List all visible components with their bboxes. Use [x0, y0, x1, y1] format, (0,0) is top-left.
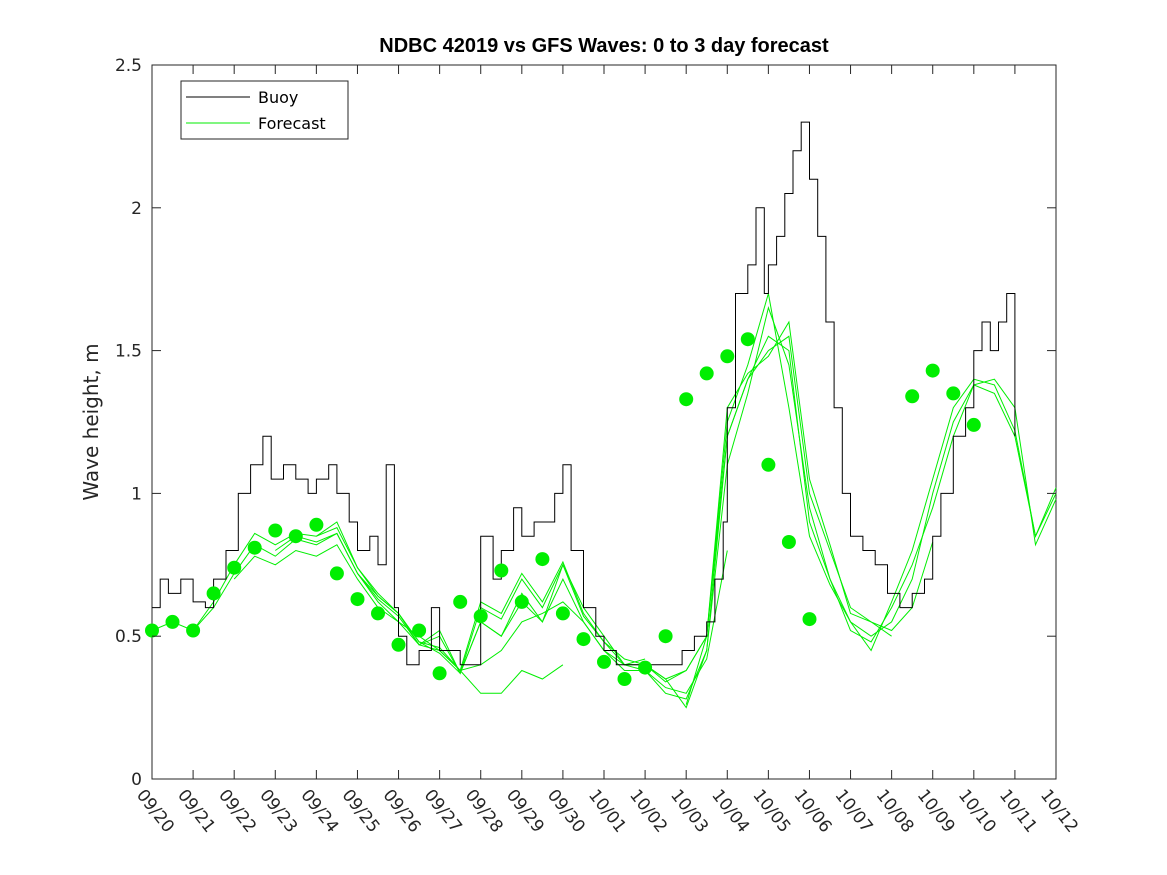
forecast-marker — [186, 623, 201, 638]
forecast-marker — [946, 386, 961, 401]
forecast-marker — [145, 623, 159, 638]
forecast-marker — [966, 417, 981, 432]
forecast-marker — [699, 366, 714, 381]
y-tick-label: 0 — [131, 770, 142, 790]
y-tick-label: 2 — [131, 199, 142, 219]
forecast-marker — [576, 632, 591, 647]
forecast-marker — [802, 612, 817, 627]
forecast-marker — [288, 529, 303, 544]
forecast-marker — [535, 552, 550, 567]
forecast-run-8 — [644, 306, 1057, 709]
forecast-marker — [453, 594, 468, 609]
forecast-marker — [371, 606, 385, 621]
forecast-marker — [514, 594, 529, 609]
forecast-marker — [905, 389, 920, 404]
y-axis-label: Wave height, m — [79, 343, 103, 500]
forecast-marker — [720, 349, 735, 364]
forecast-marker — [638, 660, 653, 675]
forecast-marker — [329, 566, 344, 581]
forecast-run-9 — [685, 293, 1057, 705]
forecast-marker — [740, 332, 755, 347]
legend-box — [180, 80, 349, 140]
forecast-marker — [309, 517, 324, 532]
forecast-marker — [268, 523, 283, 538]
forecast-marker — [925, 363, 940, 378]
forecast-marker — [473, 609, 488, 624]
legend-label-forecast: Forecast — [258, 114, 326, 133]
forecast-marker — [412, 623, 427, 638]
forecast-marker — [658, 629, 673, 644]
forecast-marker — [617, 672, 632, 686]
chart-title: NDBC 42019 vs GFS Waves: 0 to 3 day fore… — [379, 35, 829, 57]
y-tick-label: 0.5 — [115, 627, 142, 647]
forecast-marker — [555, 606, 570, 621]
forecast-marker — [679, 392, 694, 407]
forecast-marker — [432, 666, 447, 681]
forecast-marker — [247, 540, 262, 555]
forecast-marker — [597, 654, 611, 669]
forecast-marker — [494, 563, 509, 578]
forecast-marker — [165, 614, 180, 629]
forecast-marker — [206, 586, 221, 601]
forecast-marker — [781, 535, 796, 549]
legend: Buoy Forecast — [180, 80, 349, 140]
buoy-line — [152, 121, 1016, 666]
forecast-marker — [761, 457, 776, 472]
forecast-marker — [350, 592, 365, 607]
y-tick-label: 1.5 — [115, 342, 142, 362]
legend-label-buoy: Buoy — [258, 88, 298, 107]
forecast-marker — [227, 560, 242, 575]
y-tick-label: 2.5 — [115, 56, 142, 76]
forecast-marker — [391, 637, 406, 652]
series-layer — [145, 121, 1057, 709]
y-tick-label: 1 — [131, 484, 142, 504]
